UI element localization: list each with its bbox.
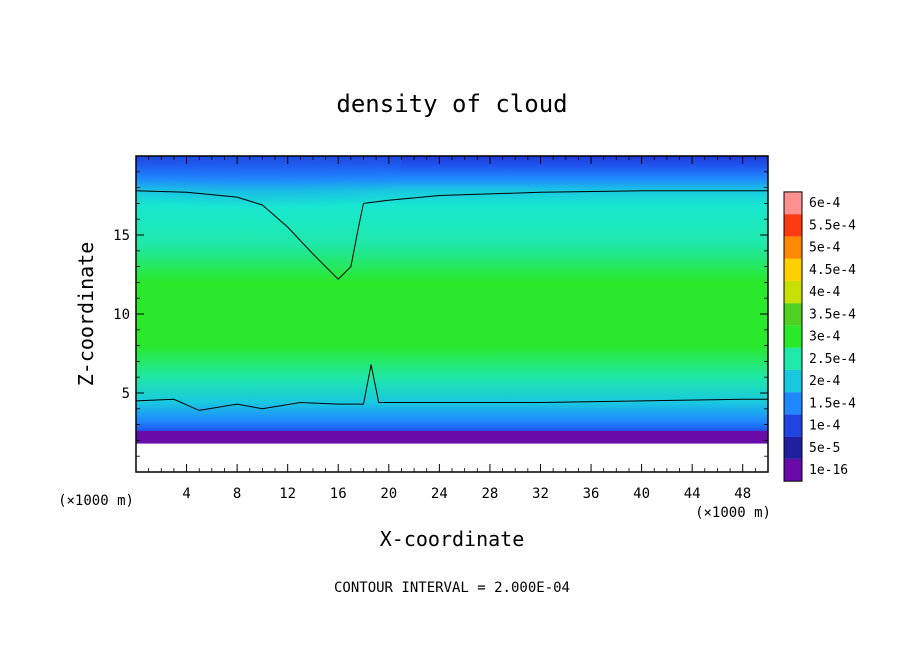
x-axis-ticks: 4 8 12 16 20 24 28 32 36 40 44 48 xyxy=(148,156,756,502)
contour-cloud-top xyxy=(136,190,768,280)
colorbar-label: 2e-4 xyxy=(809,374,840,389)
x-tick-label: 20 xyxy=(380,486,397,502)
field-clear-region xyxy=(136,443,768,472)
colorbar-frame xyxy=(783,191,803,482)
density-field xyxy=(136,156,768,472)
colorbar-label: 5.5e-4 xyxy=(809,218,856,233)
colorbar-swatch xyxy=(784,414,802,437)
colorbar-swatch xyxy=(784,436,802,459)
plot-area xyxy=(135,155,769,473)
colorbar-label: 3.5e-4 xyxy=(809,307,856,322)
x-axis-label: X-coordinate xyxy=(380,527,525,551)
y-unit-label: (×1000 m) xyxy=(58,493,134,509)
x-tick-label: 24 xyxy=(431,486,448,502)
x-tick-label: 40 xyxy=(633,486,650,502)
colorbar-swatch xyxy=(784,214,802,237)
x-tick-label: 16 xyxy=(330,486,347,502)
field-upper-depletion xyxy=(136,156,403,226)
contour-cloud-base xyxy=(136,364,768,411)
colorbar-label: 1.5e-4 xyxy=(809,396,856,411)
colorbar-swatch xyxy=(784,369,802,393)
x-tick-label: 36 xyxy=(583,486,600,502)
colorbar-swatch xyxy=(784,303,802,326)
y-axis-label: Z-coordinate xyxy=(74,242,98,387)
x-tick-label: 4 xyxy=(182,486,190,502)
field-low-band xyxy=(136,430,768,444)
colorbar-label: 1e-4 xyxy=(809,419,840,434)
x-tick-label: 48 xyxy=(734,486,751,502)
colorbar-label: 4.5e-4 xyxy=(809,263,856,278)
x-tick-label: 44 xyxy=(684,486,701,502)
contour-interval-note: CONTOUR INTERVAL = 2.000E-04 xyxy=(334,580,570,596)
colorbar-swatch xyxy=(784,191,802,215)
colorbar-label: 2.5e-4 xyxy=(809,352,856,367)
x-tick-label: 28 xyxy=(481,486,498,502)
y-tick-label: 5 xyxy=(122,386,130,402)
x-tick-label: 8 xyxy=(233,486,241,502)
colorbar-label: 5e-4 xyxy=(809,241,840,256)
colorbar-label: 3e-4 xyxy=(809,330,840,345)
y-tick-label: 15 xyxy=(113,228,130,244)
colorbar-swatch xyxy=(784,280,802,304)
y-axis-ticks: 5 10 15 xyxy=(113,171,768,457)
colorbar-label: 1e-16 xyxy=(809,463,848,478)
colorbar-label: 6e-4 xyxy=(809,196,840,211)
x-unit-label: (×1000 m) xyxy=(695,505,771,521)
x-tick-label: 12 xyxy=(279,486,296,502)
x-tick-label: 32 xyxy=(532,486,549,502)
y-tick-label: 10 xyxy=(113,307,130,323)
chart-title: density of cloud xyxy=(336,90,567,118)
colorbar-swatch xyxy=(784,458,802,482)
colorbar-swatch xyxy=(784,236,802,259)
colorbar-swatch xyxy=(784,325,802,348)
colorbar-label: 4e-4 xyxy=(809,285,840,300)
colorbar-label: 5e-5 xyxy=(809,441,840,456)
colorbar-swatch xyxy=(784,258,802,281)
colorbar-swatch xyxy=(784,347,802,370)
colorbar-swatch xyxy=(784,392,802,415)
colorbar: 1e-16 5e-5 1e-4 1.5e-4 2e-4 2.5e-4 3e-4 3.5e-4 4… xyxy=(783,191,856,482)
